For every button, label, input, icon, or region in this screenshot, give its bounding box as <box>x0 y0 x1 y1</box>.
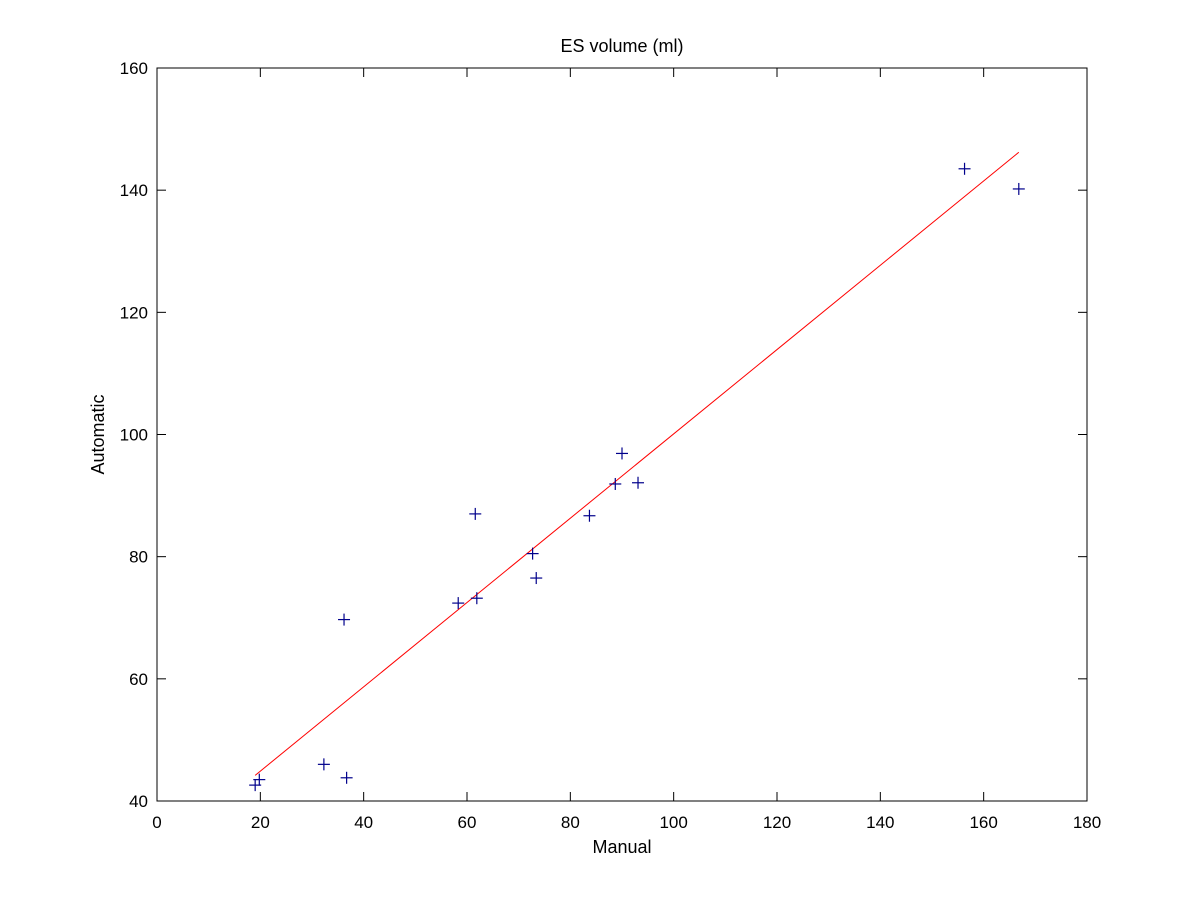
y-axis-title: Automatic <box>88 394 108 474</box>
data-point <box>583 509 596 522</box>
data-point <box>526 547 539 560</box>
data-point <box>958 162 971 175</box>
data-point <box>340 771 353 784</box>
x-tick-label: 40 <box>354 813 373 832</box>
x-tick-label: 160 <box>969 813 997 832</box>
x-tick-label: 0 <box>152 813 161 832</box>
x-tick-label: 140 <box>866 813 894 832</box>
y-tick-label: 140 <box>120 181 148 200</box>
fit-line <box>254 151 1020 776</box>
data-point <box>452 597 465 610</box>
axes-frame <box>156 67 1088 802</box>
data-point <box>1012 182 1025 195</box>
data-point <box>609 477 622 490</box>
y-tick-label: 60 <box>129 670 148 689</box>
x-tick-label: 60 <box>458 813 477 832</box>
ticks: 0 20 40 60 80 100 120 140 160 180 40 60 80 100 120 140 1… <box>120 59 1102 832</box>
y-tick-label: 120 <box>120 303 148 322</box>
data-point <box>632 476 645 489</box>
y-tick-label: 160 <box>120 59 148 78</box>
data-point <box>469 507 482 520</box>
y-tick-label: 100 <box>120 426 148 445</box>
data-point <box>530 572 543 585</box>
x-tick-label: 120 <box>763 813 791 832</box>
data-point <box>470 592 483 605</box>
chart-title: ES volume (ml) <box>560 36 683 56</box>
x-tick-label: 180 <box>1073 813 1101 832</box>
x-axis-title: Manual <box>592 837 651 857</box>
y-tick-label: 40 <box>129 792 148 811</box>
data-point <box>338 613 351 626</box>
y-tick-label: 80 <box>129 548 148 567</box>
x-tick-label: 100 <box>659 813 687 832</box>
data-point <box>616 447 628 460</box>
x-tick-label: 80 <box>561 813 580 832</box>
x-tick-label: 20 <box>251 813 270 832</box>
data-point <box>317 758 330 771</box>
data-marks <box>249 151 1025 792</box>
data-point <box>253 773 266 786</box>
